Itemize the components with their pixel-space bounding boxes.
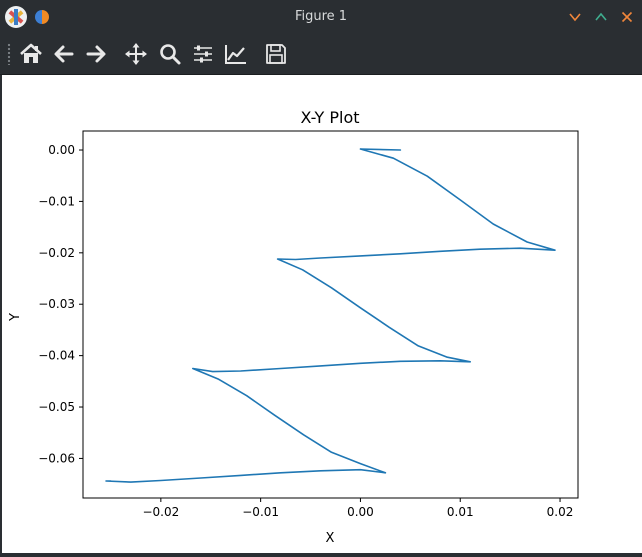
python-icon <box>35 10 49 24</box>
figure-canvas[interactable]: −0.02 −0.01 0.00 0.01 0.02 0.00 −0.01 −0.02 −0.… <box>2 75 642 553</box>
pan-button[interactable] <box>122 40 150 68</box>
sliders-icon <box>194 45 212 63</box>
magnifier-icon <box>160 44 181 65</box>
line-chart-icon <box>225 45 246 64</box>
y-tick-label: −0.06 <box>38 451 75 465</box>
y-axis-label: Y <box>8 313 23 322</box>
series-line <box>105 148 556 483</box>
chart-title: X-Y Plot <box>300 108 359 127</box>
window-title: Figure 1 <box>294 9 348 24</box>
maximize-button[interactable] <box>593 9 609 25</box>
y-tick-label: 0.00 <box>48 143 75 157</box>
y-tick-label: −0.03 <box>38 297 75 311</box>
y-ticks: 0.00 −0.01 −0.02 −0.03 −0.04 −0.05 −0.06 <box>38 143 83 465</box>
x-tick-label: 0.01 <box>447 505 474 519</box>
xy-plot: −0.02 −0.01 0.00 0.01 0.02 0.00−0.01−0.02−0.… <box>8 108 579 546</box>
arrow-right-icon <box>86 45 106 63</box>
x-ticks: −0.02 −0.01 0.00 0.01 0.02 <box>142 498 573 519</box>
forward-button[interactable] <box>82 40 110 68</box>
y-tick-label: −0.01 <box>38 194 75 208</box>
toolbar-grip[interactable] <box>7 43 11 65</box>
minimize-button[interactable] <box>567 9 583 25</box>
y-tick-label: −0.02 <box>38 246 75 260</box>
arrow-left-icon <box>54 45 74 63</box>
axes-frame <box>82 130 579 499</box>
x-tick-label: −0.02 <box>142 505 179 519</box>
home-button[interactable] <box>17 40 45 68</box>
y-tick-label: −0.05 <box>38 400 75 414</box>
back-button[interactable] <box>50 40 78 68</box>
y-tick-label: −0.04 <box>38 349 75 363</box>
floppy-disk-icon <box>266 44 286 64</box>
x-tick-label: −0.01 <box>242 505 279 519</box>
edit-axis-button[interactable] <box>222 40 250 68</box>
zoom-button[interactable] <box>156 40 184 68</box>
x-axis-label: X <box>326 531 335 546</box>
configure-subplots-button[interactable] <box>189 40 217 68</box>
x-tick-label: 0.00 <box>347 505 374 519</box>
close-button[interactable] <box>619 9 635 25</box>
save-button[interactable] <box>262 40 290 68</box>
x-tick-label: 0.02 <box>547 505 574 519</box>
toolbar <box>0 34 642 75</box>
title-bar: Figure 1 <box>0 0 642 34</box>
home-icon <box>20 43 42 63</box>
app-logo-icon <box>5 6 27 28</box>
axes <box>82 130 579 499</box>
move-icon <box>125 43 147 65</box>
